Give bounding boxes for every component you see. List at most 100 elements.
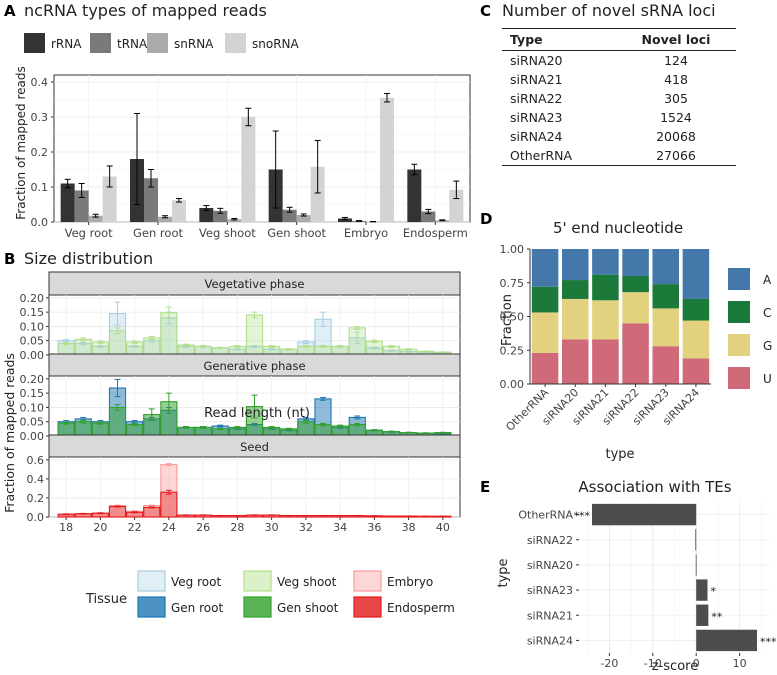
panel-b-chart: B Size distribution Fraction of mapped r… xyxy=(2,249,461,618)
x-tick-label: Veg shoot xyxy=(199,226,256,240)
panel-d-plot: 0.000.250.500.751.00OtherRNAsiRNA20siRNA… xyxy=(500,243,711,434)
bar-snorna xyxy=(102,176,117,222)
table-cell-type: siRNA20 xyxy=(510,53,563,68)
panel-c-heading: C Number of novel sRNA loci xyxy=(480,1,716,20)
y-tick-label: 0.75 xyxy=(500,277,525,290)
significance-mark: * xyxy=(710,585,716,598)
table-row: siRNA22 305 xyxy=(502,89,736,108)
x-tick-label: 10 xyxy=(733,657,747,670)
y-tick-label: siRNA22 xyxy=(527,534,573,547)
bar-snorna xyxy=(449,189,464,222)
bar-snrna xyxy=(296,215,311,222)
stacked-bar-u xyxy=(531,352,559,384)
panel-d-ylabel: Fraction xyxy=(500,294,515,346)
panel-b-title: Size distribution xyxy=(24,249,153,268)
legend-swatch-rrna xyxy=(24,33,45,53)
legend-swatch-trna xyxy=(90,33,111,53)
table-header-row: Type Novel loci xyxy=(502,28,736,51)
bar-sirna23 xyxy=(696,579,708,601)
table-cell-type: siRNA21 xyxy=(510,72,563,87)
x-tick-label: Gen shoot xyxy=(267,226,326,240)
panel-d-legend: A C G U xyxy=(728,268,772,389)
panel-a-label: A xyxy=(4,2,16,20)
x-tick-label: Veg root xyxy=(65,226,114,240)
panel-a-legend: rRNA tRNA snRNA snoRNA xyxy=(24,33,300,53)
stacked-bar-g xyxy=(531,312,559,353)
bar-gen-shoot xyxy=(348,424,366,437)
bar-gen-shoot xyxy=(314,424,332,437)
legend-swatch-endosperm xyxy=(353,596,382,618)
x-tick-label: Gen root xyxy=(133,226,183,240)
panel-e-title: Association with TEs xyxy=(578,478,731,496)
x-tick-label: 20 xyxy=(93,521,107,534)
bar-trna xyxy=(282,209,297,222)
stacked-bar-g xyxy=(652,308,680,347)
table-header-loci: Novel loci xyxy=(641,32,711,47)
y-tick-label: 0.00 xyxy=(500,378,525,391)
panel-e-ylabel: type xyxy=(496,558,511,587)
y-tick-label: 0.50 xyxy=(500,311,525,324)
bar-gen-shoot xyxy=(74,421,92,437)
legend-swatch-veg-root xyxy=(137,570,166,592)
panel-c-label: C xyxy=(480,2,491,20)
significance-mark: *** xyxy=(760,635,777,648)
panel-b-legend: Tissue Veg root Veg shoot Embryo Gen root Gen… xyxy=(85,570,455,618)
legend-swatch-g xyxy=(728,334,750,356)
y-tick-label: 0.4 xyxy=(31,76,49,89)
x-tick-label: -10 xyxy=(644,657,662,670)
x-tick-label: OtherRNA xyxy=(503,386,551,434)
stacked-bar-c xyxy=(561,280,589,299)
stacked-bar-c xyxy=(652,284,680,309)
legend-title: Tissue xyxy=(85,592,127,607)
x-tick-label: 28 xyxy=(230,521,244,534)
y-tick-label: 0.2 xyxy=(31,146,49,159)
bar-sirna21 xyxy=(696,604,709,626)
bar-gen-shoot xyxy=(57,422,75,437)
table-cell-loci: 27066 xyxy=(656,148,696,163)
bar-sirna20 xyxy=(695,554,697,576)
table-row: siRNA23 1524 xyxy=(502,108,736,127)
stacked-bar-c xyxy=(592,274,619,301)
x-tick-label: Endosperm xyxy=(403,226,468,240)
panel-d-chart: D 5' end nucleotide Fraction type 0.00 0.… xyxy=(480,210,772,462)
bar-veg-shoot xyxy=(143,337,161,356)
bar-rrna xyxy=(199,208,214,222)
panel-a-plot: 0.0 0.1 0.2 0.3 0.4 Veg root Gen root Veg shoot… xyxy=(31,74,471,240)
legend-swatch-snorna xyxy=(225,33,246,53)
table-cell-type: siRNA24 xyxy=(510,129,563,144)
legend-swatch-snrna xyxy=(147,33,168,53)
stacked-bar-u xyxy=(592,339,619,384)
x-tick-label: 32 xyxy=(299,521,313,534)
panel-d-xlabel: type xyxy=(605,447,634,462)
panel-e-chart: E Association with TEs type z-score -20 -… xyxy=(480,478,777,674)
table-cell-loci: 124 xyxy=(664,53,688,68)
stacked-bar-c xyxy=(682,298,710,321)
y-tick-label: 0.20 xyxy=(20,292,45,305)
legend-swatch-veg-shoot xyxy=(243,570,272,592)
legend-swatch-a xyxy=(728,268,750,290)
y-tick-label: 0.15 xyxy=(20,387,45,400)
bar-snrna xyxy=(435,220,450,222)
x-tick-label: -20 xyxy=(600,657,618,670)
y-tick-label: 1.00 xyxy=(500,243,525,256)
bar-trna xyxy=(74,190,89,222)
panel-b-plot: Vegetative phase0.000.050.100.150.201820… xyxy=(20,271,461,534)
x-tick-label: 22 xyxy=(128,521,142,534)
bar-snrna xyxy=(158,216,172,222)
stacked-bar-a xyxy=(561,249,589,281)
stacked-bar-g xyxy=(622,292,649,324)
x-tick-label: 30 xyxy=(265,521,279,534)
y-tick-label: 0.3 xyxy=(31,111,49,124)
y-tick-label: 0.20 xyxy=(20,373,45,386)
stacked-bar-u xyxy=(682,358,710,384)
y-tick-label: siRNA24 xyxy=(527,634,573,647)
bar-gen-shoot xyxy=(297,421,315,437)
y-tick-label: 0.25 xyxy=(500,344,525,357)
legend-label-gen-shoot: Gen shoot xyxy=(277,601,339,615)
stacked-bar-a xyxy=(592,249,619,275)
table-header-type: Type xyxy=(510,32,543,47)
panel-d-title: 5' end nucleotide xyxy=(553,219,683,237)
bar-gen-shoot xyxy=(126,424,144,437)
facet-strip-label: Seed xyxy=(240,440,269,454)
panel-c-table: Type Novel loci siRNA20 124 siRNA21 418 si… xyxy=(502,28,736,166)
